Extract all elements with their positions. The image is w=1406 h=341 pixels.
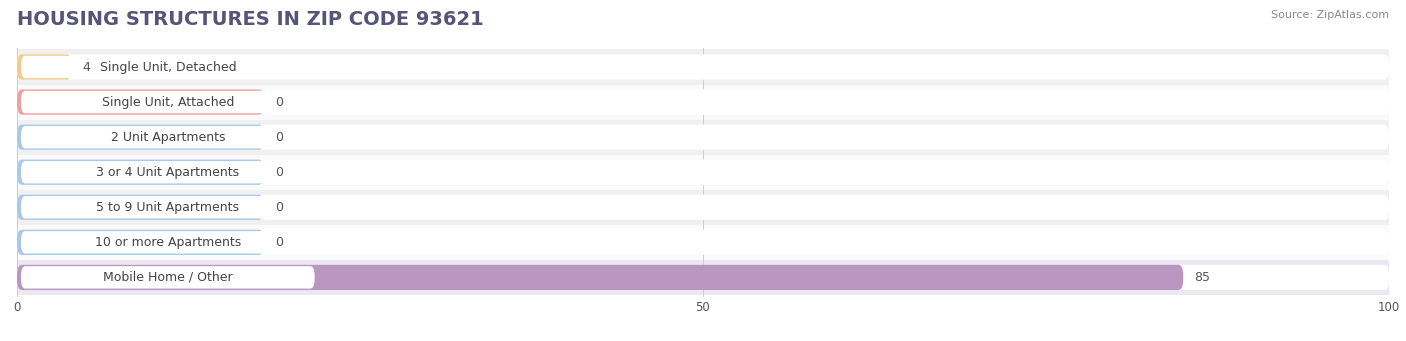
FancyBboxPatch shape bbox=[21, 91, 315, 113]
FancyBboxPatch shape bbox=[17, 230, 1389, 255]
FancyBboxPatch shape bbox=[17, 195, 1389, 220]
Text: Single Unit, Attached: Single Unit, Attached bbox=[101, 95, 233, 108]
FancyBboxPatch shape bbox=[17, 230, 264, 255]
Text: 0: 0 bbox=[274, 95, 283, 108]
FancyBboxPatch shape bbox=[17, 265, 1389, 290]
Text: 3 or 4 Unit Apartments: 3 or 4 Unit Apartments bbox=[96, 166, 239, 179]
Bar bbox=[17, 190, 1389, 225]
FancyBboxPatch shape bbox=[21, 196, 315, 219]
FancyBboxPatch shape bbox=[17, 160, 264, 185]
Text: 5 to 9 Unit Apartments: 5 to 9 Unit Apartments bbox=[97, 201, 239, 214]
Bar bbox=[17, 85, 1389, 120]
Text: Mobile Home / Other: Mobile Home / Other bbox=[103, 271, 232, 284]
Bar bbox=[17, 49, 1389, 85]
Text: 0: 0 bbox=[274, 131, 283, 144]
Text: 0: 0 bbox=[274, 201, 283, 214]
FancyBboxPatch shape bbox=[17, 55, 1389, 80]
Bar bbox=[17, 225, 1389, 260]
Text: 10 or more Apartments: 10 or more Apartments bbox=[94, 236, 240, 249]
Text: Source: ZipAtlas.com: Source: ZipAtlas.com bbox=[1271, 10, 1389, 20]
Bar bbox=[17, 260, 1389, 295]
FancyBboxPatch shape bbox=[17, 265, 1184, 290]
FancyBboxPatch shape bbox=[17, 55, 72, 80]
FancyBboxPatch shape bbox=[21, 126, 315, 148]
FancyBboxPatch shape bbox=[17, 160, 1389, 185]
FancyBboxPatch shape bbox=[17, 89, 264, 115]
Text: 0: 0 bbox=[274, 166, 283, 179]
Text: Single Unit, Detached: Single Unit, Detached bbox=[100, 60, 236, 74]
FancyBboxPatch shape bbox=[21, 161, 315, 183]
FancyBboxPatch shape bbox=[21, 231, 315, 254]
FancyBboxPatch shape bbox=[17, 195, 264, 220]
FancyBboxPatch shape bbox=[17, 89, 1389, 115]
FancyBboxPatch shape bbox=[21, 266, 315, 288]
FancyBboxPatch shape bbox=[21, 56, 315, 78]
Text: HOUSING STRUCTURES IN ZIP CODE 93621: HOUSING STRUCTURES IN ZIP CODE 93621 bbox=[17, 10, 484, 29]
Text: 4: 4 bbox=[83, 60, 90, 74]
Text: 85: 85 bbox=[1194, 271, 1211, 284]
Bar bbox=[17, 155, 1389, 190]
Text: 0: 0 bbox=[274, 236, 283, 249]
Bar bbox=[17, 120, 1389, 155]
Text: 2 Unit Apartments: 2 Unit Apartments bbox=[111, 131, 225, 144]
FancyBboxPatch shape bbox=[17, 124, 264, 150]
FancyBboxPatch shape bbox=[17, 124, 1389, 150]
